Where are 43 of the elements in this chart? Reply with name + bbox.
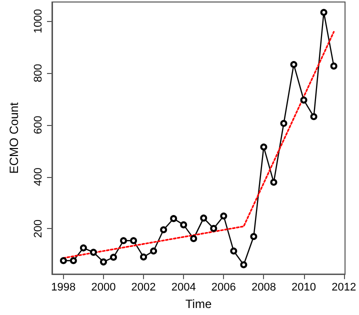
point xyxy=(80,244,87,252)
point xyxy=(230,248,238,255)
point xyxy=(60,257,67,264)
y-tick-label: 600 xyxy=(32,116,44,134)
point xyxy=(240,261,248,268)
point xyxy=(120,237,128,244)
point xyxy=(170,215,178,222)
point xyxy=(270,178,278,186)
point xyxy=(320,8,328,16)
point xyxy=(160,226,168,234)
y-axis-title: ECMO Count xyxy=(7,102,21,174)
point xyxy=(310,113,318,120)
x-tick-label: 2004 xyxy=(171,282,196,294)
point xyxy=(280,120,288,127)
point xyxy=(300,96,308,104)
x-tick-label: 2006 xyxy=(211,282,236,294)
point xyxy=(180,221,188,228)
point xyxy=(150,248,158,255)
point xyxy=(250,232,258,240)
x-tick-label: 1998 xyxy=(51,282,76,294)
point xyxy=(260,144,268,150)
point xyxy=(70,257,77,264)
point xyxy=(110,254,117,261)
x-tick-label: 2000 xyxy=(91,282,116,294)
point xyxy=(200,214,208,222)
y-tick-label: 400 xyxy=(32,168,44,186)
x-tick-label: 2002 xyxy=(131,282,156,294)
point xyxy=(290,61,298,68)
y-tick-label: 800 xyxy=(32,64,44,82)
y-tick-label: 1000 xyxy=(32,8,44,34)
x-tick-label: 2010 xyxy=(292,282,316,294)
point xyxy=(220,212,228,220)
x-axis-title: Time xyxy=(185,297,212,311)
x-tick-label: 2012 xyxy=(332,282,356,294)
point xyxy=(100,258,107,266)
point xyxy=(90,248,97,256)
point xyxy=(210,224,218,232)
point xyxy=(190,235,198,242)
y-tick-label: 200 xyxy=(32,220,44,238)
point xyxy=(330,62,338,70)
x-tick-label: 2008 xyxy=(251,282,276,294)
point xyxy=(130,237,138,244)
point xyxy=(140,253,148,260)
